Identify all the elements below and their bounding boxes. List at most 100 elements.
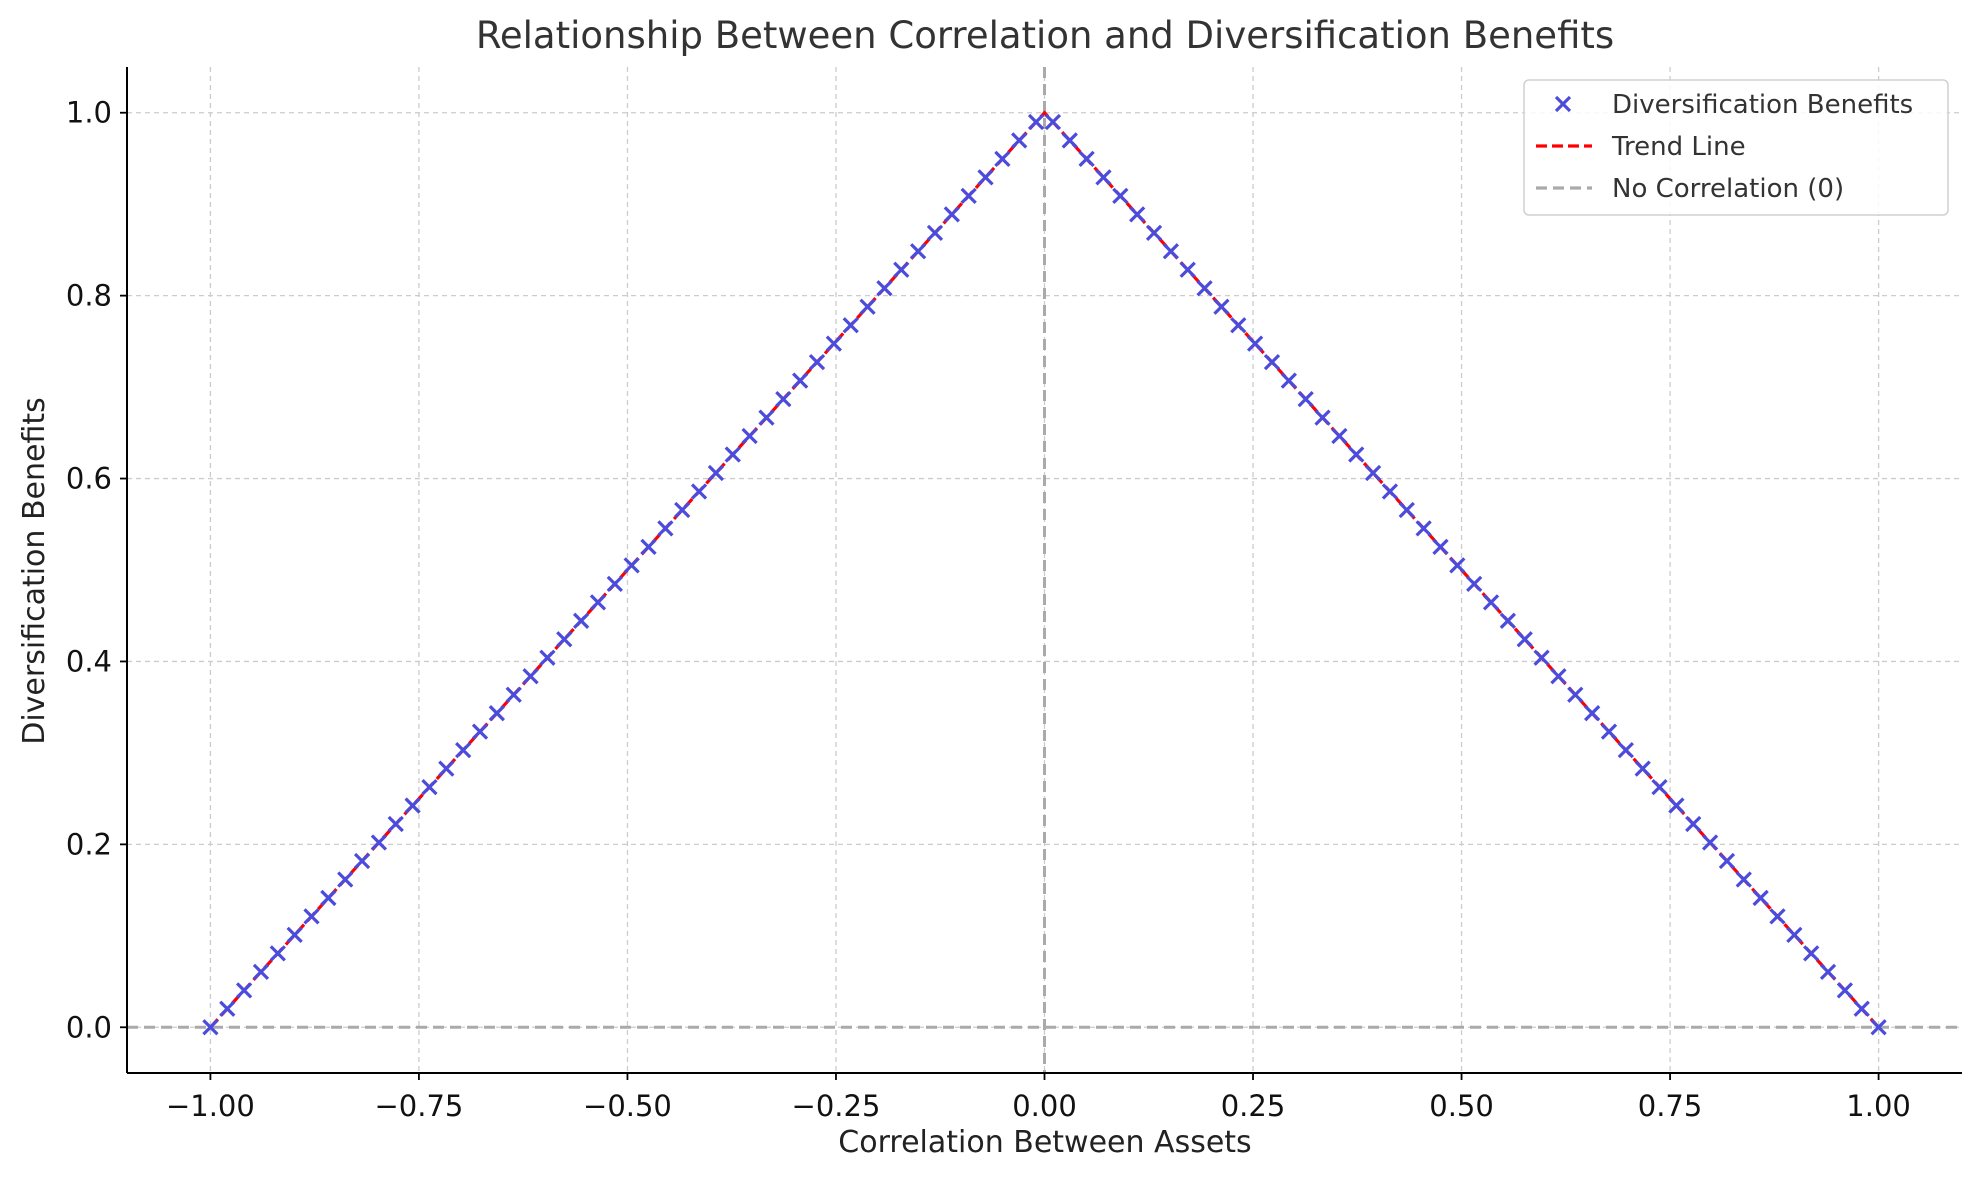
data-point (1044, 113, 1062, 131)
data-point (1499, 612, 1517, 629)
data-point (1600, 723, 1618, 740)
legend-label-no-correlation: No Correlation (0) (1612, 174, 1844, 204)
data-point (1735, 871, 1752, 888)
data-point (1348, 446, 1365, 463)
legend-item-trend-line: Trend Line (1536, 132, 1746, 162)
data-point (623, 557, 640, 574)
data-point (876, 280, 893, 297)
data-point (320, 889, 337, 907)
data-point (707, 464, 725, 482)
data-point (1112, 187, 1129, 204)
y-tick-label: 0.2 (66, 827, 112, 861)
data-point (808, 354, 826, 371)
data-point (977, 169, 994, 186)
x-tick-label: −0.75 (374, 1089, 463, 1123)
data-point (505, 686, 522, 703)
y-tick-label: 0.6 (66, 462, 112, 496)
scatter-points (202, 113, 1887, 1036)
data-point (1685, 815, 1702, 833)
legend-item-diversification-benefits: Diversification Benefits (1554, 90, 1913, 120)
data-point (893, 261, 910, 278)
data-point (1533, 649, 1550, 666)
data-point (1078, 150, 1095, 168)
data-point (1550, 668, 1567, 685)
data-point (1786, 926, 1803, 944)
legend: Diversification Benefits Trend Line No Cor… (1523, 79, 1949, 216)
data-point (926, 224, 944, 241)
data-point (1381, 483, 1399, 500)
data-point (1853, 1000, 1870, 1017)
data-point (640, 538, 657, 556)
data-point (1819, 963, 1837, 980)
data-point (825, 335, 843, 352)
data-point (724, 446, 741, 463)
y-tick-label: 0.8 (66, 279, 112, 313)
data-point (252, 963, 270, 980)
data-point (1331, 427, 1348, 445)
data-point (572, 612, 590, 629)
axes (120, 67, 1962, 1080)
data-point (1011, 132, 1028, 149)
data-point (1701, 834, 1719, 851)
data-point (1718, 852, 1736, 870)
data-point (741, 427, 758, 445)
data-point (202, 1019, 219, 1036)
data-point (606, 575, 623, 592)
data-point (1364, 464, 1382, 482)
data-point (1246, 335, 1264, 352)
data-point (1769, 908, 1786, 925)
data-point (758, 409, 775, 426)
data-point (1752, 889, 1769, 907)
data-point (1516, 631, 1533, 648)
x-tick-label: 1.00 (1846, 1089, 1911, 1123)
data-point (1230, 317, 1247, 334)
tick-labels: −1.00 −0.75 −0.50 −0.25 0.00 0.25 0.50 0.75 1.00… (66, 96, 1911, 1123)
data-point (1027, 113, 1045, 131)
data-point (370, 834, 388, 851)
data-point (353, 852, 371, 870)
x-tick-label: 0.75 (1638, 1089, 1703, 1123)
data-point (909, 243, 927, 260)
data-point (1466, 575, 1483, 592)
data-point (1398, 501, 1415, 519)
legend-label-trend-line: Trend Line (1611, 132, 1746, 162)
data-point (455, 742, 472, 759)
data-point (1836, 982, 1854, 999)
data-point (269, 945, 286, 962)
data-point (337, 871, 354, 888)
legend-item-no-correlation: No Correlation (0) (1536, 174, 1844, 204)
x-tick-label: 0.50 (1429, 1089, 1494, 1123)
data-point (1297, 390, 1314, 408)
data-point (1095, 169, 1112, 186)
data-point (438, 760, 455, 777)
data-point (1432, 538, 1449, 556)
data-point (1213, 298, 1230, 315)
data-point (235, 982, 253, 999)
trend-line (209, 110, 1880, 1029)
x-tick-label: −0.50 (583, 1089, 672, 1123)
data-point (1129, 206, 1146, 223)
data-point (1651, 778, 1668, 796)
x-tick-label: 0.25 (1221, 1089, 1286, 1123)
data-point (1482, 594, 1500, 611)
data-point (1145, 224, 1163, 241)
x-tick-label: −1.00 (166, 1089, 255, 1123)
data-point (1803, 945, 1820, 962)
data-point (1179, 261, 1196, 278)
data-point (219, 1000, 236, 1017)
data-point (556, 631, 573, 648)
data-point (589, 594, 607, 611)
data-point (792, 372, 809, 389)
y-tick-label: 0.0 (66, 1010, 112, 1044)
data-point (404, 797, 421, 814)
data-point (1415, 520, 1432, 537)
data-point (421, 778, 438, 796)
x-axis-label: Correlation Between Assets (838, 1125, 1251, 1160)
data-point (1280, 372, 1297, 389)
y-tick-label: 1.0 (66, 96, 112, 130)
data-point (1162, 243, 1180, 260)
data-point (303, 908, 320, 925)
trend-line-layer (209, 110, 1880, 1029)
chart-title: Relationship Between Correlation and Div… (476, 14, 1614, 57)
data-point (1567, 686, 1584, 703)
